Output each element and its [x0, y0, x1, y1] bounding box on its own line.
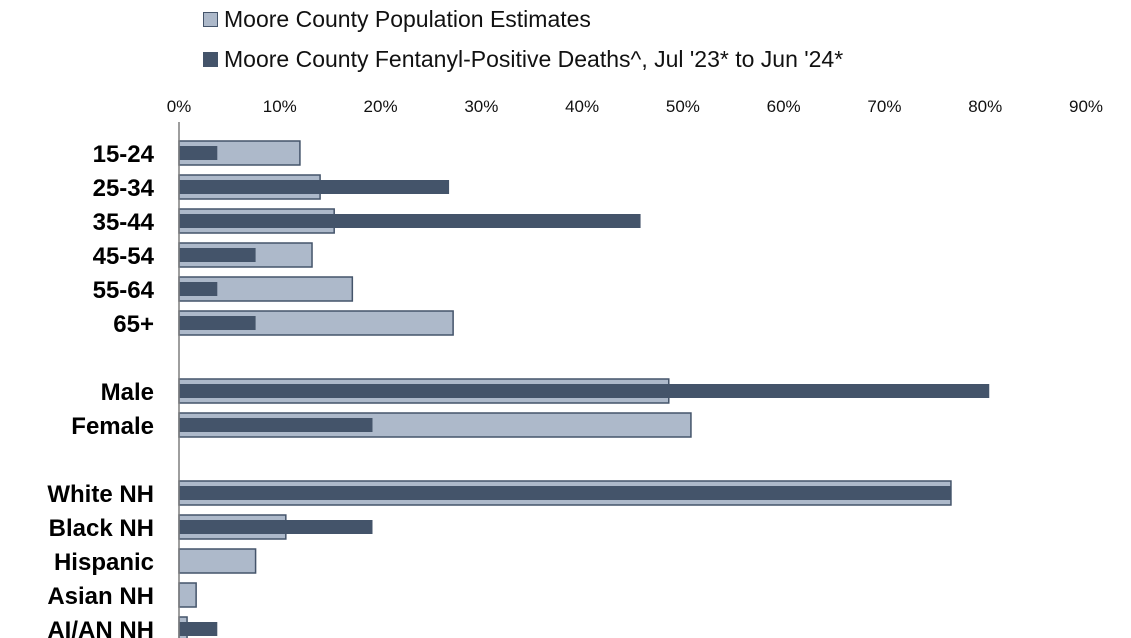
x-tick-label: 10%	[263, 97, 297, 116]
category-label: Asian NH	[47, 583, 154, 610]
legend-label-population: Moore County Population Estimates	[224, 6, 591, 32]
category-label: White NH	[47, 481, 154, 508]
legend-swatch-deaths	[203, 52, 218, 67]
category-label: 45-54	[93, 243, 155, 270]
population-bar	[178, 412, 692, 438]
category-label: 65+	[113, 311, 154, 338]
x-tick-label: 30%	[464, 97, 498, 116]
x-tick-label: 0%	[167, 97, 192, 116]
deaths-bar	[179, 282, 218, 296]
deaths-bar	[179, 180, 450, 194]
deaths-bar	[179, 214, 641, 228]
category-label: Black NH	[49, 515, 154, 542]
deaths-bar	[179, 418, 373, 432]
category-label: Male	[101, 379, 154, 406]
legend-label-deaths: Moore County Fentanyl-Positive Deaths^, …	[224, 46, 844, 72]
x-tick-label: 90%	[1069, 97, 1103, 116]
population-bar	[178, 582, 197, 608]
category-label: 35-44	[93, 209, 155, 236]
legend-swatch-population	[203, 12, 218, 27]
deaths-bar	[179, 316, 256, 330]
deaths-bar	[179, 384, 990, 398]
category-label: Hispanic	[54, 549, 154, 576]
category-label: 15-24	[93, 141, 155, 168]
legend-item-population: Moore County Population Estimates	[203, 6, 591, 33]
category-label: AI/AN NH	[47, 617, 154, 638]
deaths-bar	[179, 520, 373, 534]
deaths-bar	[179, 486, 951, 500]
category-label: Female	[71, 413, 154, 440]
category-label: 25-34	[93, 175, 155, 202]
population-bar	[178, 548, 257, 574]
deaths-bar	[179, 146, 218, 160]
deaths-bar	[179, 248, 256, 262]
x-tick-label: 80%	[968, 97, 1002, 116]
x-tick-label: 70%	[867, 97, 901, 116]
x-tick-label: 60%	[767, 97, 801, 116]
x-tick-label: 50%	[666, 97, 700, 116]
x-tick-label: 20%	[364, 97, 398, 116]
x-tick-label: 40%	[565, 97, 599, 116]
category-label: 55-64	[93, 277, 155, 304]
deaths-bar	[179, 622, 218, 636]
legend-item-deaths: Moore County Fentanyl-Positive Deaths^, …	[203, 46, 843, 73]
